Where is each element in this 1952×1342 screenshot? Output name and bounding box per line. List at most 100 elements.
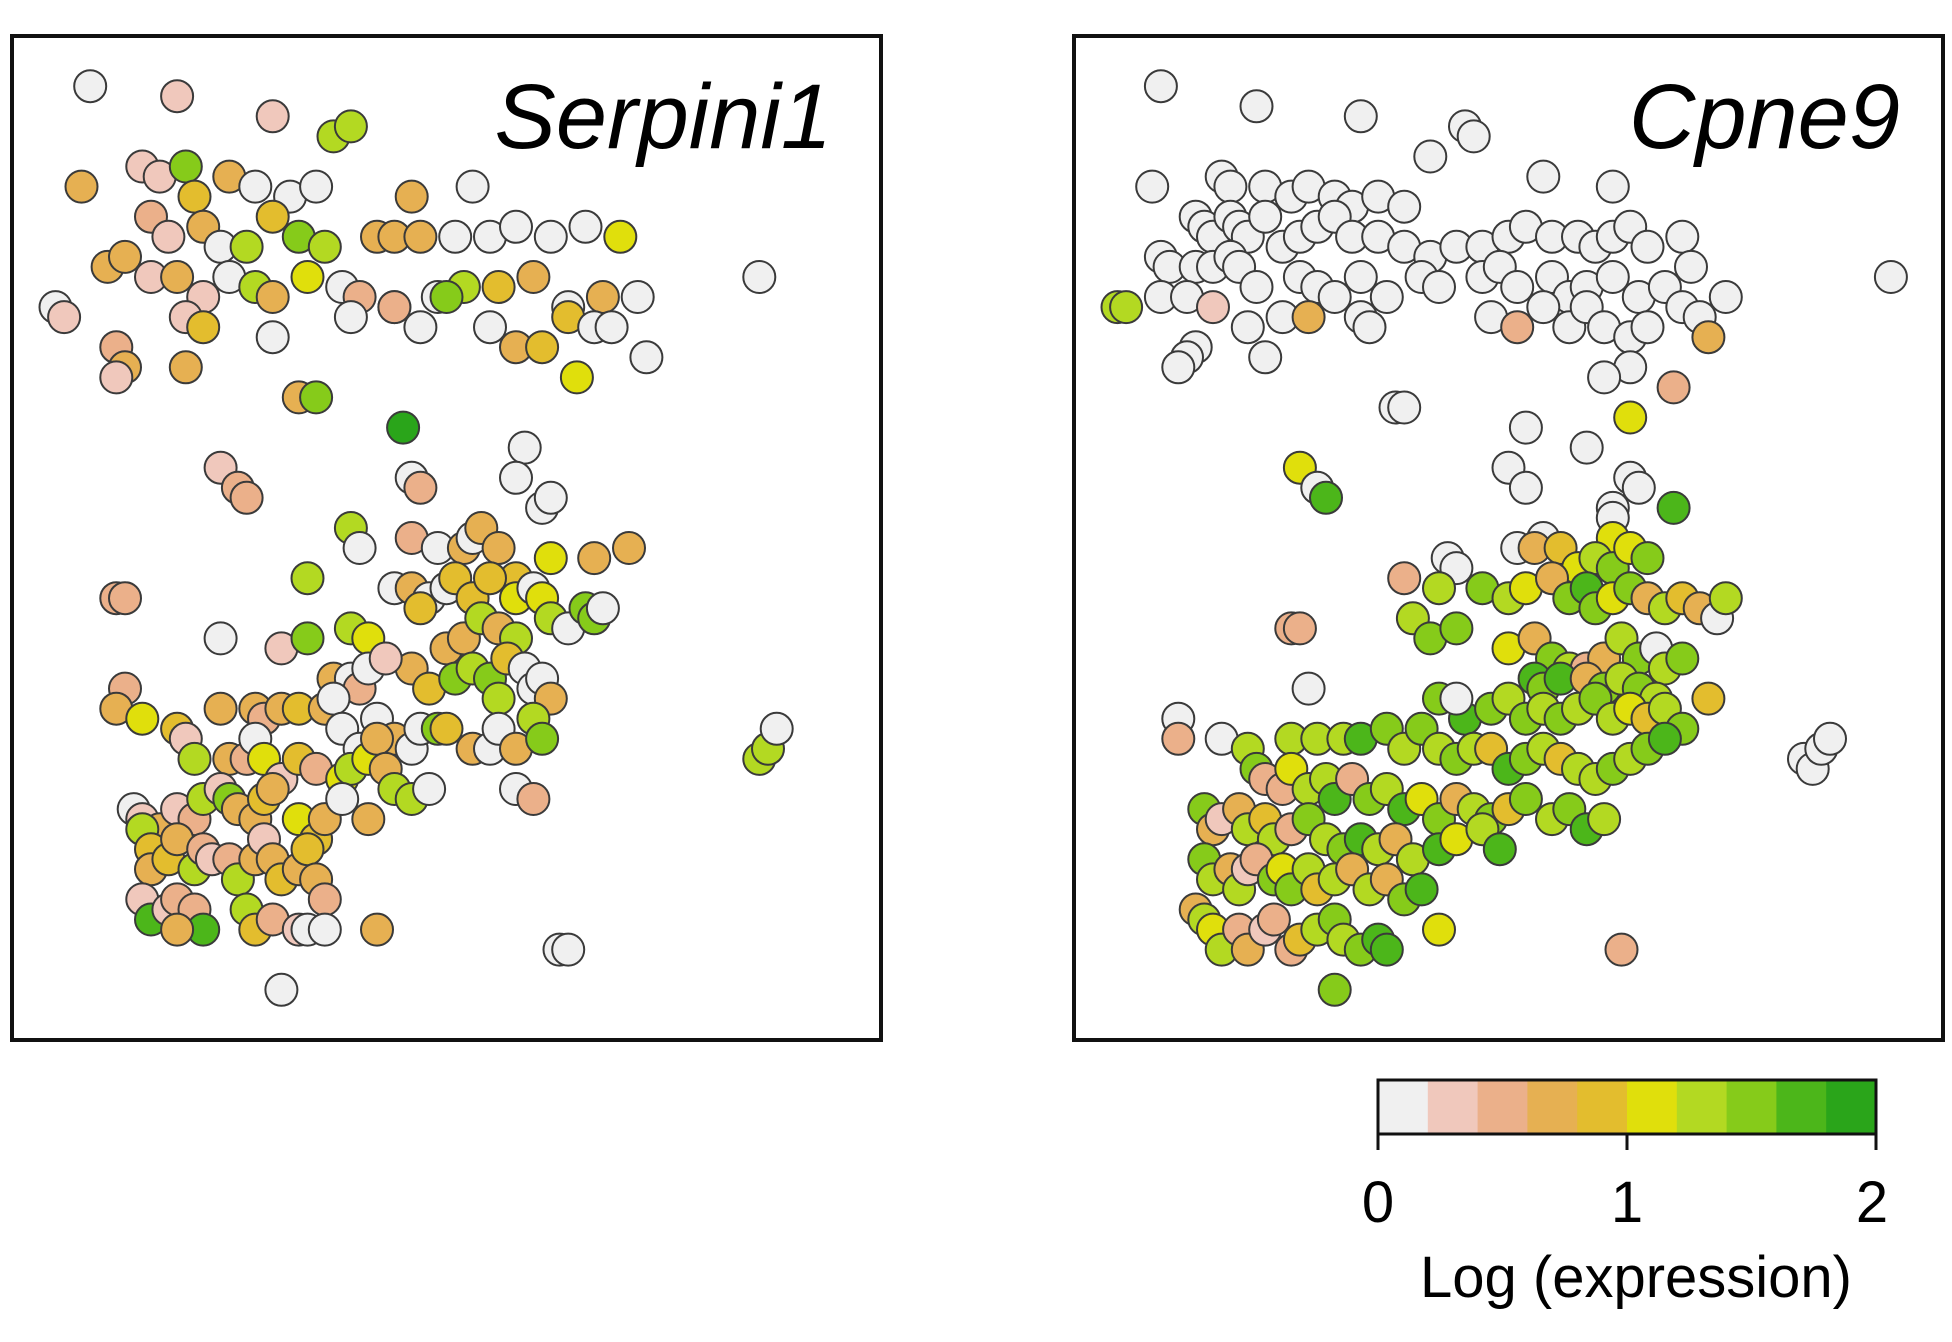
serpini1-cell-point xyxy=(160,79,195,114)
serpini1-cell-point xyxy=(333,300,368,335)
cpne9-cell-point xyxy=(1109,290,1144,325)
serpini1-cell-point xyxy=(585,280,620,314)
serpini1-cell-point xyxy=(412,772,447,806)
serpini1-cell-point xyxy=(73,69,108,104)
legend-color-step xyxy=(1577,1080,1628,1134)
cpne9-cell-point xyxy=(1630,541,1665,576)
serpini1-cell-point xyxy=(290,832,325,867)
cpne9-cell-point xyxy=(1526,159,1561,194)
serpini1-cell-point xyxy=(568,209,603,244)
serpini1-cell-point xyxy=(290,260,325,294)
serpini1-cell-point xyxy=(351,802,386,837)
cpne9-cell-point xyxy=(1239,270,1274,304)
serpini1-cell-point xyxy=(160,260,195,294)
cpne9-cell-point xyxy=(1526,290,1561,325)
serpini1-cell-point xyxy=(559,360,594,395)
legend-color-step xyxy=(1427,1080,1479,1134)
serpini1-cell-point xyxy=(516,260,551,294)
cpne9-cell-point xyxy=(1708,581,1743,616)
serpini1-cell-point xyxy=(299,380,334,415)
serpini1-cell-point xyxy=(429,280,464,314)
serpini1-cell-point xyxy=(473,561,507,596)
cpne9-points xyxy=(1100,69,1908,1007)
cpne9-cell-point xyxy=(1708,280,1743,314)
serpini1-cell-point xyxy=(360,912,394,947)
cpne9-cell-point xyxy=(1656,490,1691,525)
legend-tick-label-2: 2 xyxy=(1856,1170,1888,1235)
cpne9-cell-point xyxy=(1691,681,1726,716)
cpne9-cell-point xyxy=(1343,99,1378,134)
cpne9-cell-point xyxy=(1508,470,1543,505)
cpne9-cell-point xyxy=(1439,681,1474,716)
serpini1-cell-point xyxy=(585,591,620,626)
cpne9-cell-point xyxy=(1369,280,1404,314)
cpne9-cell-point xyxy=(1587,360,1622,395)
legend-color-steps xyxy=(1378,1080,1877,1134)
legend-color-step xyxy=(1378,1080,1429,1134)
cpne9-cell-point xyxy=(1256,902,1291,937)
cpne9-cell-point xyxy=(1404,872,1439,907)
cpne9-cell-point xyxy=(1422,270,1456,304)
serpini1-cell-point xyxy=(551,932,586,967)
serpini1-cell-point xyxy=(64,169,99,204)
serpini1-cell-point xyxy=(455,169,490,204)
cpne9-cell-point xyxy=(1595,169,1630,204)
serpini1-cell-point xyxy=(438,219,473,254)
serpini1-cell-point xyxy=(177,741,212,776)
serpini1-cell-point xyxy=(255,99,290,134)
cpne9-cell-point xyxy=(1413,139,1448,174)
serpini1-cell-point xyxy=(125,701,160,736)
serpini1-cell-point xyxy=(612,531,646,565)
serpini1-cell-point xyxy=(177,179,212,214)
cpne9-cell-point xyxy=(1665,641,1700,676)
serpini1-cell-point xyxy=(264,972,299,1007)
serpini1-cell-point xyxy=(325,782,360,816)
cpne9-cell-point xyxy=(1317,972,1352,1007)
cpne9-cell-point xyxy=(1587,802,1622,837)
serpini1-cell-point xyxy=(533,480,568,515)
legend-color-step xyxy=(1726,1080,1777,1134)
cpne9-cell-point xyxy=(1161,721,1196,756)
cpne9-cell-point xyxy=(1439,611,1474,646)
serpini1-title: Serpini1 xyxy=(494,66,832,168)
serpini1-cell-point xyxy=(525,330,560,365)
serpini1-cell-point xyxy=(368,641,403,676)
serpini1-cell-point xyxy=(168,350,203,385)
cpne9-cell-point xyxy=(1352,310,1387,345)
cpne9-cell-point xyxy=(1213,169,1248,204)
serpini1-cell-point xyxy=(307,882,342,917)
serpini1-cell-point xyxy=(307,229,342,264)
serpini1-cell-point xyxy=(99,360,134,395)
cpne9-title: Cpne9 xyxy=(1629,66,1900,168)
serpini1-cell-point xyxy=(386,410,421,445)
serpini1-cell-point xyxy=(255,772,290,806)
cpne9-cell-point xyxy=(1343,260,1378,294)
serpini1-cell-point xyxy=(360,721,394,756)
cpne9-cell-point xyxy=(1630,310,1665,345)
cpne9-cell-point xyxy=(1508,410,1543,445)
serpini1-points xyxy=(38,69,794,1007)
serpini1-cell-point xyxy=(742,260,777,294)
serpini1-cell-point xyxy=(47,300,82,335)
serpini1-cell-point xyxy=(203,621,238,656)
cpne9-cell-point xyxy=(1508,782,1543,816)
cpne9-cell-point xyxy=(1196,290,1230,325)
cpne9-cell-point xyxy=(1621,470,1656,505)
serpini1-panel: Serpini1 xyxy=(10,34,883,1042)
serpini1-cell-point xyxy=(108,581,142,616)
serpini1-cell-point xyxy=(516,782,551,816)
serpini1-cell-point xyxy=(316,681,351,716)
cpne9-cell-point xyxy=(1161,350,1196,385)
serpini1-cell-point xyxy=(620,280,655,314)
cpne9-cell-point xyxy=(1387,189,1422,224)
serpini1-cell-point xyxy=(377,290,412,325)
serpini1-cell-point xyxy=(186,310,221,345)
legend-tick-label-0: 0 xyxy=(1362,1170,1394,1235)
legend-color-step xyxy=(1527,1080,1578,1134)
cpne9-cell-point xyxy=(1248,199,1283,234)
serpini1-cell-point xyxy=(255,199,290,234)
serpini1-cell-point xyxy=(255,280,290,314)
cpne9-cell-point xyxy=(1691,320,1726,355)
serpini1-cell-point xyxy=(160,912,195,947)
serpini1-cell-point xyxy=(108,239,142,274)
